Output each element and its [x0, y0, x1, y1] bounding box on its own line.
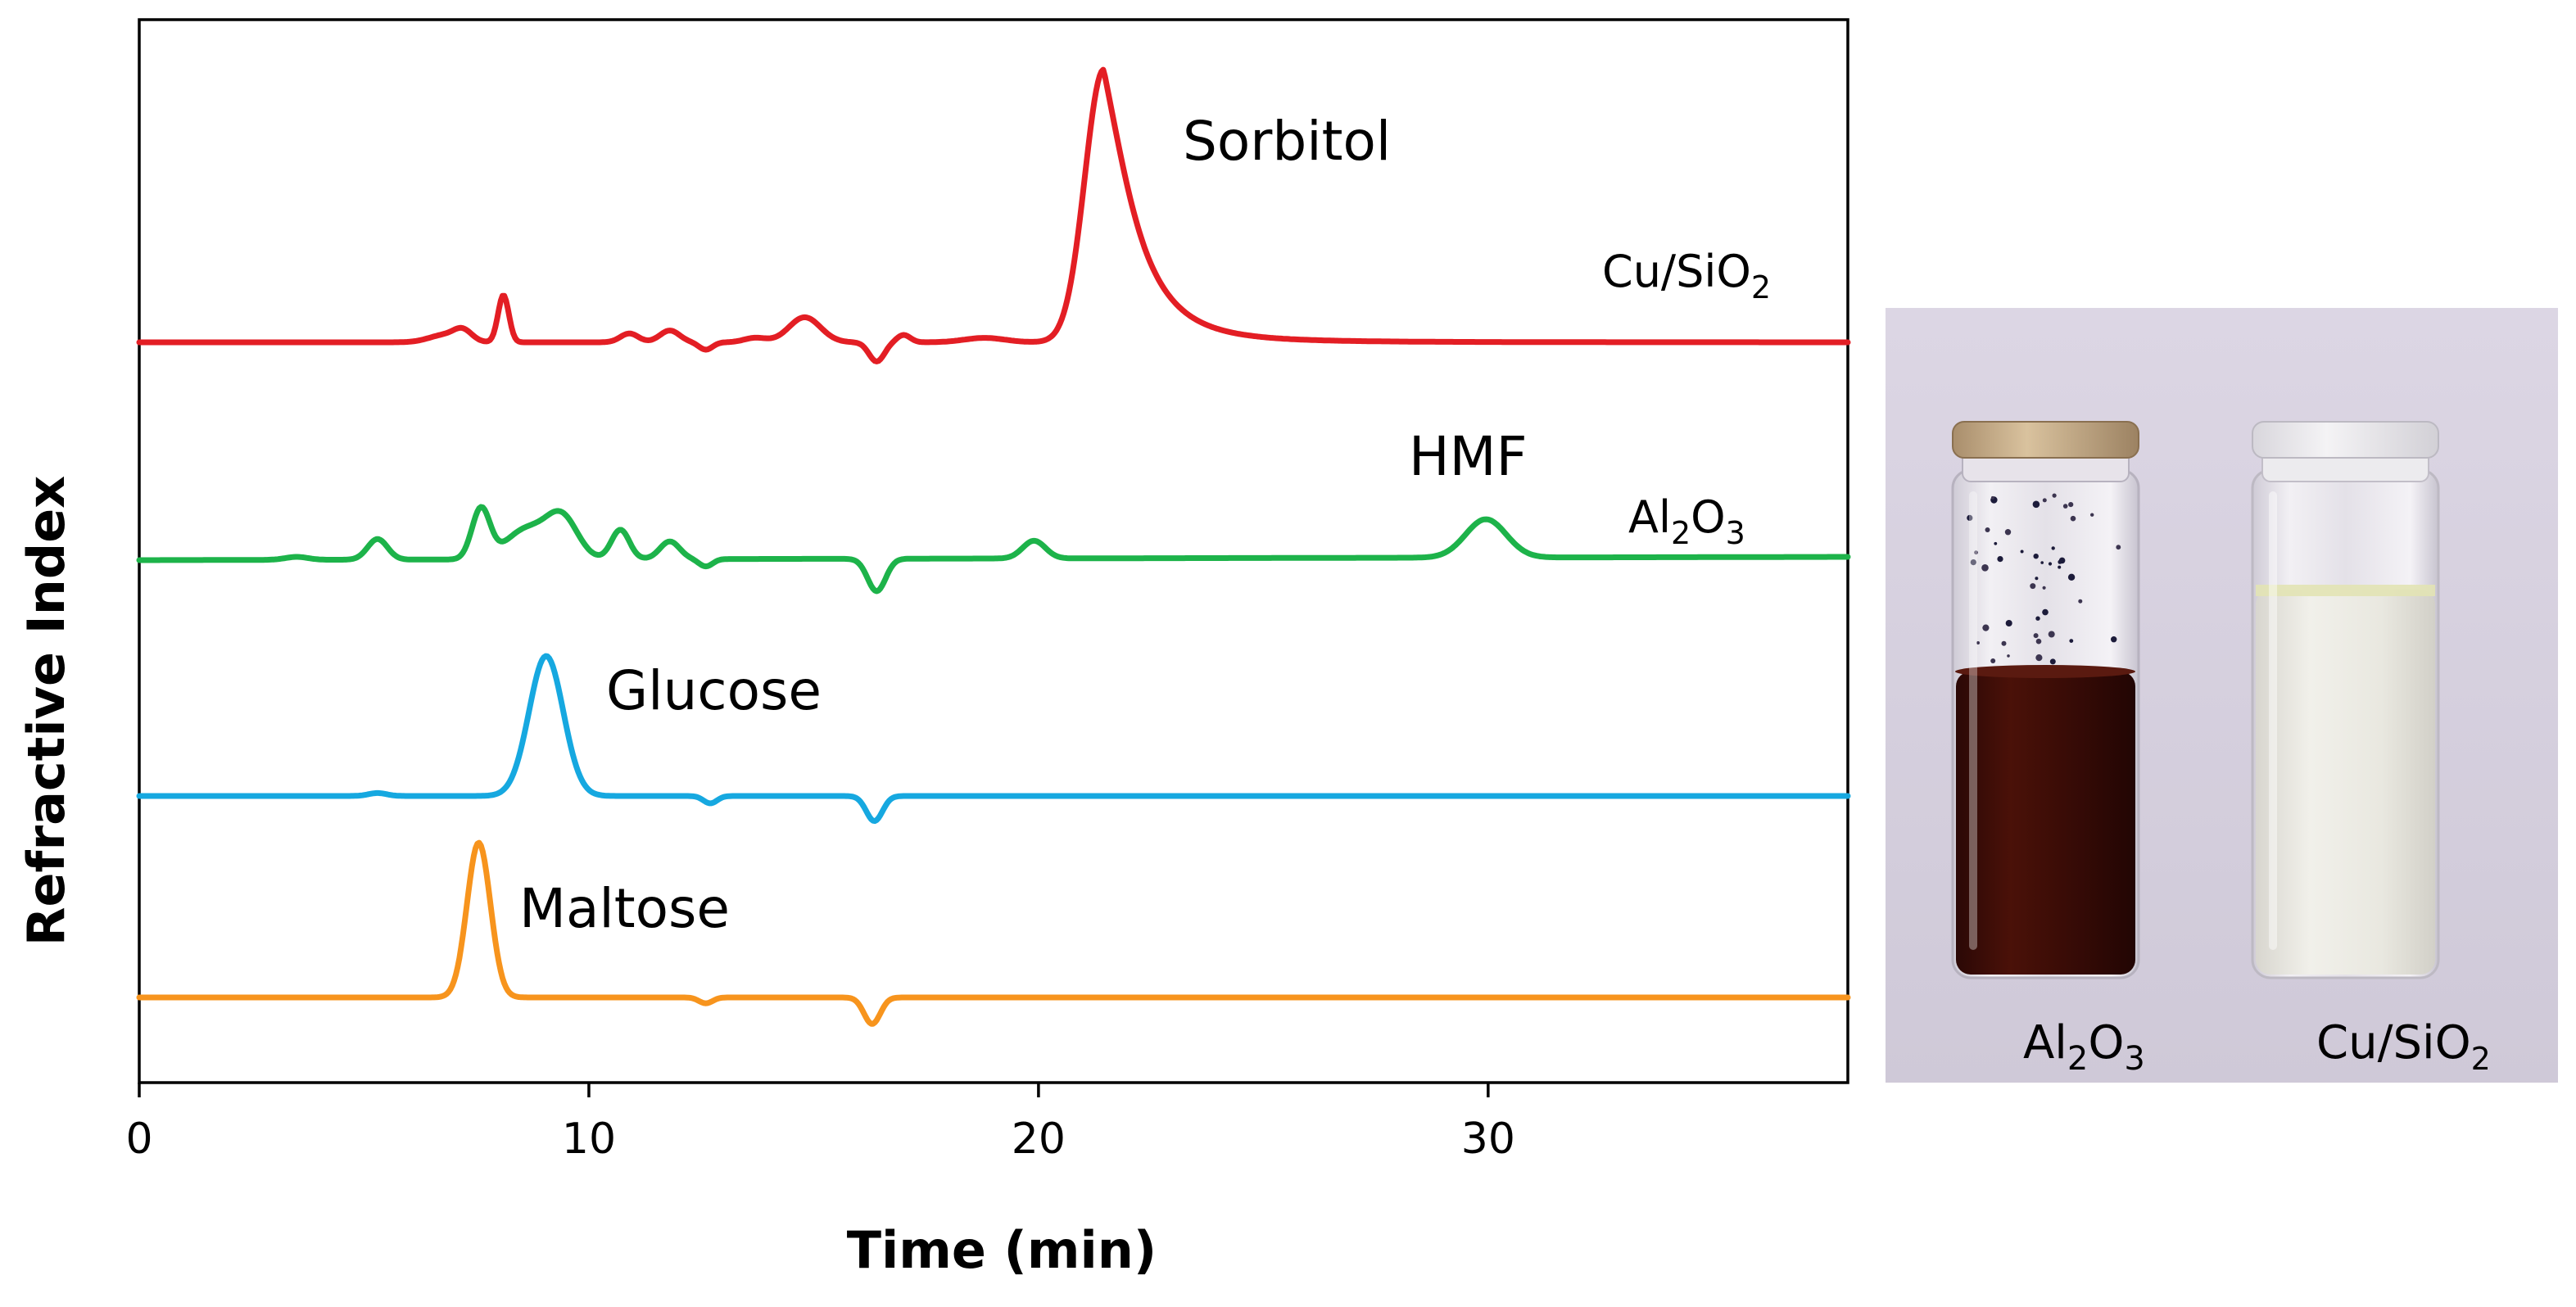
catalyst-speck — [2058, 557, 2066, 564]
catalyst-speck — [1981, 564, 1989, 572]
catalyst-speck — [2051, 546, 2055, 550]
peak-label-hmf: HMF — [1409, 425, 1528, 488]
photo-label-cu-sio2: Cu/SiO2 — [2316, 1016, 2491, 1077]
catalyst-speck — [2067, 573, 2076, 581]
catalyst-speck — [2070, 515, 2076, 522]
catalyst-speck — [2007, 654, 2010, 658]
catalyst-speck — [1990, 658, 1996, 663]
catalyst-speck — [2005, 620, 2012, 626]
vial-al2o3 — [1951, 421, 2140, 979]
catalyst-speck — [2035, 638, 2042, 644]
x-tick-label: 20 — [1012, 1115, 1066, 1164]
peak-label-maltose: Maltose — [519, 877, 730, 940]
catalyst-speck — [2048, 631, 2055, 638]
x-tick-label: 10 — [562, 1115, 616, 1164]
photo-label-al2o3: Al2O3 — [2023, 1016, 2145, 1078]
catalyst-speck — [2062, 504, 2068, 509]
catalyst-speck — [2040, 561, 2044, 564]
catalyst-speck — [2035, 616, 2040, 621]
catalyst-speck — [2042, 498, 2047, 503]
catalyst-speck — [2111, 636, 2117, 643]
catalyst-speck — [2035, 577, 2039, 581]
catalyst-speck — [2020, 549, 2024, 554]
x-axis-ticks: 0 10 20 30 — [125, 1083, 1515, 1164]
trace-cu-sio2 — [136, 66, 1851, 364]
vial-liquid-brown — [1956, 672, 2135, 975]
x-tick-label: 0 — [125, 1115, 152, 1164]
catalyst-specks — [1967, 493, 2121, 665]
catalyst-speck — [2078, 599, 2083, 604]
catalyst-speck — [1974, 550, 1978, 555]
vial-cap — [1952, 421, 2139, 459]
series-label-al2o3: Al2O3 — [1628, 491, 1745, 551]
catalyst-speck — [2048, 562, 2053, 566]
catalyst-speck — [1982, 624, 1990, 631]
trace-al2o3 — [136, 504, 1851, 595]
catalyst-speck — [2049, 658, 2056, 665]
catalyst-speck — [2004, 529, 2012, 536]
y-axis-title: Refractive Index — [16, 476, 76, 947]
catalyst-speck — [1970, 559, 1976, 566]
plot-frame — [138, 18, 1849, 1084]
catalyst-speck — [2116, 545, 2121, 550]
catalyst-speck — [1994, 541, 1998, 545]
peak-label-sorbitol: Sorbitol — [1183, 110, 1391, 173]
chromatogram-plot: 0 10 20 30 Refractive Index Time (min) Sorb… — [16, 18, 1851, 1280]
glass-highlight — [1969, 491, 1977, 950]
catalyst-speck — [1997, 556, 2003, 563]
catalyst-speck — [1976, 641, 1980, 644]
catalyst-speck — [2001, 640, 2007, 646]
catalyst-speck — [2042, 586, 2046, 590]
trace-layer — [136, 66, 1851, 1027]
x-axis-title: Time (min) — [847, 1220, 1157, 1280]
catalyst-speck — [2069, 639, 2074, 643]
catalyst-speck — [2033, 554, 2039, 559]
liquid-meniscus — [2256, 585, 2435, 596]
vial-cap — [2252, 421, 2439, 459]
glass-highlight — [2269, 491, 2277, 950]
x-tick-label: 30 — [1461, 1115, 1515, 1164]
catalyst-speck — [2058, 565, 2062, 569]
catalyst-speck — [2032, 500, 2040, 509]
vials-photo: Al2O3 Cu/SiO2 — [1886, 308, 2558, 1083]
series-label-cu-sio2: Cu/SiO2 — [1602, 246, 1771, 305]
catalyst-speck — [2035, 654, 2043, 662]
catalyst-speck — [2033, 633, 2039, 639]
trace-glucose — [136, 653, 1851, 825]
catalyst-speck — [1967, 514, 1973, 522]
catalyst-speck — [2052, 493, 2057, 498]
catalyst-speck — [2090, 513, 2094, 517]
catalyst-speck — [2068, 502, 2074, 508]
vial-liquid-clear — [2256, 590, 2435, 975]
catalyst-speck — [2030, 583, 2036, 590]
vial-cu-sio2 — [2251, 421, 2440, 979]
trace-maltose — [136, 839, 1851, 1027]
catalyst-speck — [1985, 527, 1990, 532]
peak-label-glucose: Glucose — [606, 659, 822, 722]
liquid-surface — [1955, 665, 2135, 678]
catalyst-speck — [1990, 495, 1994, 500]
catalyst-speck — [2042, 608, 2049, 616]
